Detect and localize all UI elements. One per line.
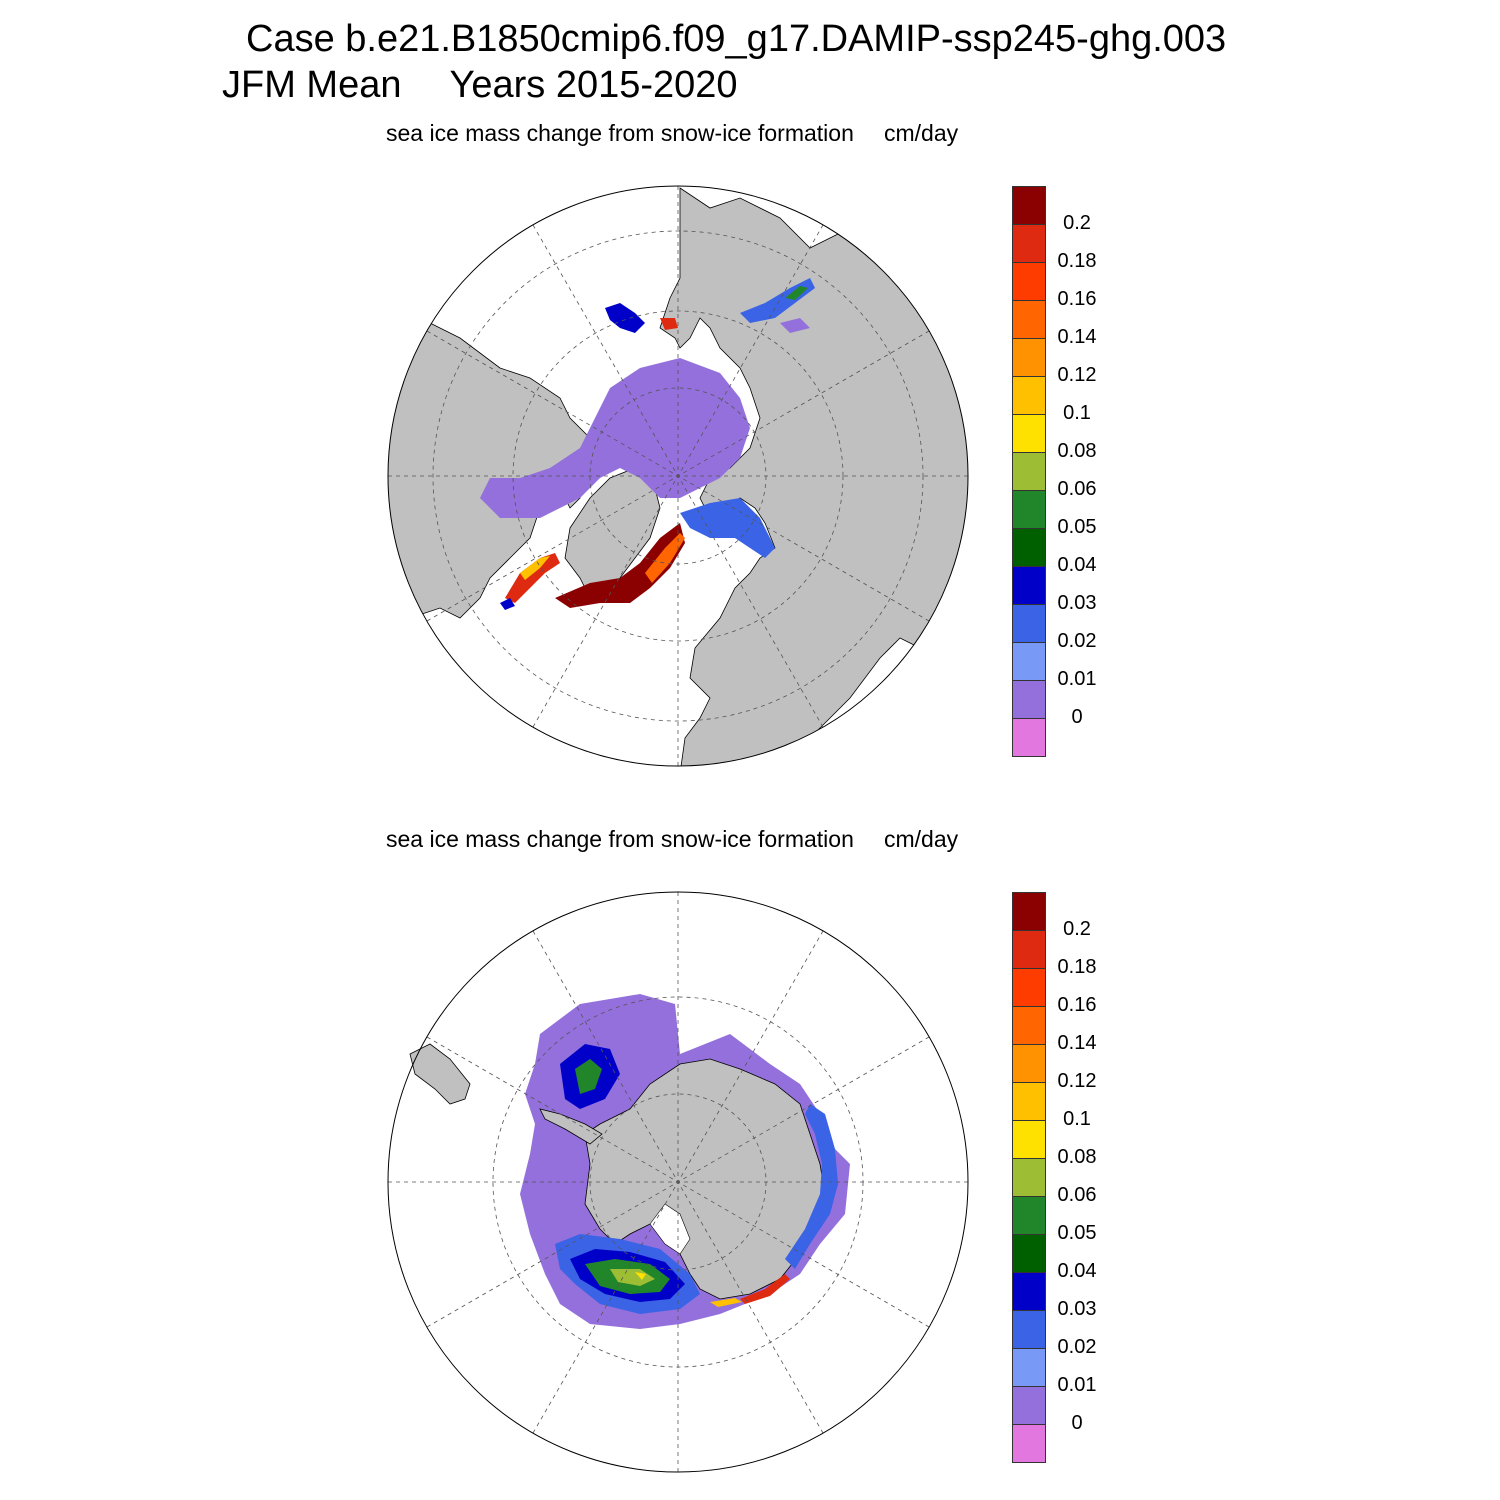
north-colorbar-label: 0.14 xyxy=(1057,326,1097,348)
south-colorbar-label: 0.05 xyxy=(1057,1222,1097,1244)
north-ice-greenland-sea-red xyxy=(555,523,685,608)
south-colorbar-label: 0.01 xyxy=(1057,1374,1097,1396)
north-panel: sea ice mass change from snow-ice format… xyxy=(0,0,1500,767)
south-ice-east-yellow xyxy=(710,1298,742,1307)
south-colorbar-box xyxy=(1012,1386,1046,1425)
south-colorbar-box xyxy=(1012,930,1046,969)
north-colorbar-box xyxy=(1012,718,1046,757)
south-ice-east-blue xyxy=(785,1104,838,1269)
north-ice-barents-blue xyxy=(680,498,775,558)
south-colorbar-label: 0.04 xyxy=(1057,1260,1097,1282)
south-graticule xyxy=(388,892,968,1472)
south-colorbar-box xyxy=(1012,1082,1046,1121)
south-colorbar-box xyxy=(1012,1272,1046,1311)
north-colorbar-label: 0.12 xyxy=(1057,364,1097,386)
south-polar-map xyxy=(387,891,969,1473)
south-colorbar-label: 0.03 xyxy=(1057,1298,1097,1320)
north-panel-title: sea ice mass change from snow-ice format… xyxy=(386,120,854,146)
south-colorbar-box xyxy=(1012,1158,1046,1197)
north-ice-bering xyxy=(605,303,645,333)
south-colorbar-box xyxy=(1012,1234,1046,1273)
north-colorbar-box xyxy=(1012,452,1046,491)
north-colorbar-label: 0 xyxy=(1071,706,1083,728)
south-colorbar-label: 0.18 xyxy=(1057,956,1097,978)
south-ice-weddell-green xyxy=(575,1059,602,1094)
south-map-border xyxy=(387,891,969,1473)
south-colorbar-box xyxy=(1012,1120,1046,1159)
north-colorbar-label: 0.01 xyxy=(1057,668,1097,690)
south-land-peninsula xyxy=(539,1108,603,1145)
north-map-border xyxy=(387,185,969,767)
south-colorbar-box xyxy=(1012,1348,1046,1387)
south-land-south-america xyxy=(409,1043,471,1105)
north-colorbar-label: 0.16 xyxy=(1057,288,1097,310)
north-colorbar-label: 0.05 xyxy=(1057,516,1097,538)
north-ice-central-arctic xyxy=(480,358,750,518)
north-colorbar-box xyxy=(1012,642,1046,681)
period-title: JFM Mean Years 2015-2020 xyxy=(222,64,738,107)
north-colorbar-label: 0.1 xyxy=(1063,402,1091,424)
south-colorbar-box xyxy=(1012,892,1046,931)
south-ice-ross-lightgreen xyxy=(610,1269,655,1286)
north-colorbar-label: 0.06 xyxy=(1057,478,1097,500)
south-colorbar-box xyxy=(1012,1006,1046,1045)
south-colorbar-label: 0.14 xyxy=(1057,1032,1097,1054)
south-colorbar-label: 0.16 xyxy=(1057,994,1097,1016)
north-ice-bering-red xyxy=(660,318,678,330)
south-ice-east-red xyxy=(740,1274,790,1304)
north-colorbar-box xyxy=(1012,224,1046,263)
south-colorbar-box xyxy=(1012,968,1046,1007)
south-colorbar-box xyxy=(1012,1310,1046,1349)
south-colorbar-label: 0.08 xyxy=(1057,1146,1097,1168)
south-ice-ross-yellow xyxy=(635,1272,646,1280)
years-label: Years 2015-2020 xyxy=(449,64,738,106)
north-graticule xyxy=(388,186,968,766)
north-ice-greenland-sea-orange xyxy=(645,533,685,583)
north-colorbar-label: 0.08 xyxy=(1057,440,1097,462)
north-colorbar-label: 0.02 xyxy=(1057,630,1097,652)
north-colorbar-label: 0.18 xyxy=(1057,250,1097,272)
north-colorbar-box xyxy=(1012,490,1046,529)
north-colorbar-box xyxy=(1012,414,1046,453)
north-panel-units: cm/day xyxy=(884,120,959,146)
south-colorbar-box xyxy=(1012,1196,1046,1235)
north-polar-map xyxy=(387,185,969,767)
north-land-americas xyxy=(388,297,631,639)
south-colorbar-label: 0.02 xyxy=(1057,1336,1097,1358)
north-colorbar-box xyxy=(1012,300,1046,339)
north-ice-okhotsk-green xyxy=(785,286,808,300)
south-colorbar-label: 0.1 xyxy=(1063,1108,1091,1130)
south-panel-title: sea ice mass change from snow-ice format… xyxy=(386,826,854,852)
north-ice-baffin-red xyxy=(505,553,560,603)
north-colorbar-label: 0.04 xyxy=(1057,554,1097,576)
south-panel-units: cm/day xyxy=(884,826,959,852)
north-ice-okhotsk-purple xyxy=(780,318,810,333)
north-ice-baffin-yellow xyxy=(520,556,550,580)
north-colorbar-box xyxy=(1012,680,1046,719)
north-colorbar-box xyxy=(1012,376,1046,415)
north-colorbar-label: 0.03 xyxy=(1057,592,1097,614)
south-colorbar-label: 0.12 xyxy=(1057,1070,1097,1092)
north-ice-baffin-blue xyxy=(500,598,515,610)
season-label: JFM Mean xyxy=(222,64,402,106)
south-colorbar-label: 0.06 xyxy=(1057,1184,1097,1206)
south-colorbar-box xyxy=(1012,1044,1046,1083)
south-colorbar-box xyxy=(1012,1424,1046,1463)
north-colorbar-label: 0.2 xyxy=(1063,212,1091,234)
case-title: Case b.e21.B1850cmip6.f09_g17.DAMIP-ssp2… xyxy=(246,18,1227,60)
south-colorbar-label: 0.2 xyxy=(1063,918,1091,940)
south-colorbar-label: 0 xyxy=(1071,1412,1083,1434)
north-colorbar-box xyxy=(1012,186,1046,225)
